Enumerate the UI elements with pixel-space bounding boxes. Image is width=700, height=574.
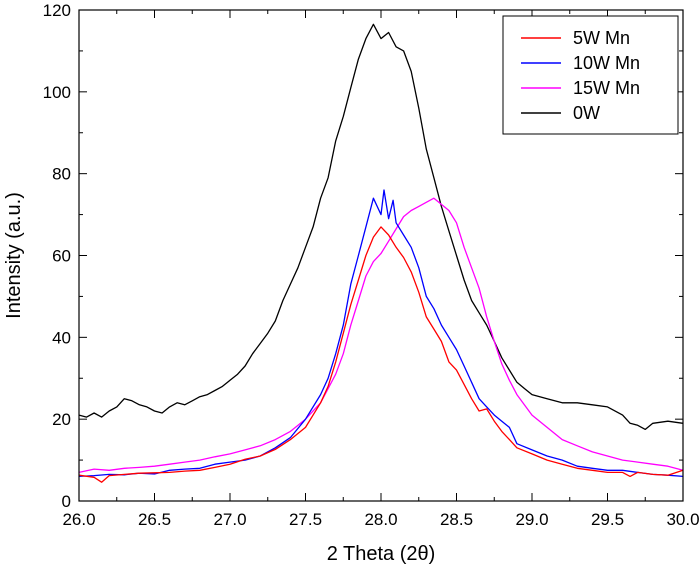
y-axis-title: Intensity (a.u.)	[3, 192, 25, 319]
series-line-5w-mn	[78, 226, 684, 483]
x-tick-label: 29.0	[515, 510, 548, 529]
legend-label: 10W Mn	[573, 53, 640, 73]
x-tick-label: 26.0	[62, 510, 95, 529]
legend-label: 0W	[573, 103, 600, 123]
x-tick-label: 30.0	[666, 510, 699, 529]
y-tick-label: 120	[43, 1, 71, 20]
legend: 5W Mn 10W Mn 15W Mn 0W	[502, 15, 679, 135]
legend-box	[502, 15, 679, 135]
x-tick-label: 28.5	[440, 510, 473, 529]
x-tick-label: 27.0	[213, 510, 246, 529]
x-tick-label: 29.5	[591, 510, 624, 529]
series-layer	[78, 23, 684, 483]
y-tick-label: 100	[43, 83, 71, 102]
x-axis-title: 2 Theta (2θ)	[327, 543, 436, 565]
y-tick-label: 80	[52, 165, 71, 184]
series-line-15w-mn	[78, 197, 684, 474]
x-tick-label: 28.0	[364, 510, 397, 529]
legend-label: 15W Mn	[573, 78, 640, 98]
x-tick-label: 26.5	[138, 510, 171, 529]
series-line-0w	[78, 23, 684, 431]
series-line-10w-mn	[78, 189, 684, 478]
x-tick-label: 27.5	[289, 510, 322, 529]
y-tick-label: 20	[52, 410, 71, 429]
y-tick-label: 60	[52, 247, 71, 266]
legend-label: 5W Mn	[573, 28, 630, 48]
y-tick-label: 40	[52, 328, 71, 347]
y-tick-label: 0	[62, 492, 71, 511]
axes: 26.0 26.5 27.0 27.5 28.0 28.5 29.0 29.5 30.0 0 20 4…	[43, 1, 700, 529]
